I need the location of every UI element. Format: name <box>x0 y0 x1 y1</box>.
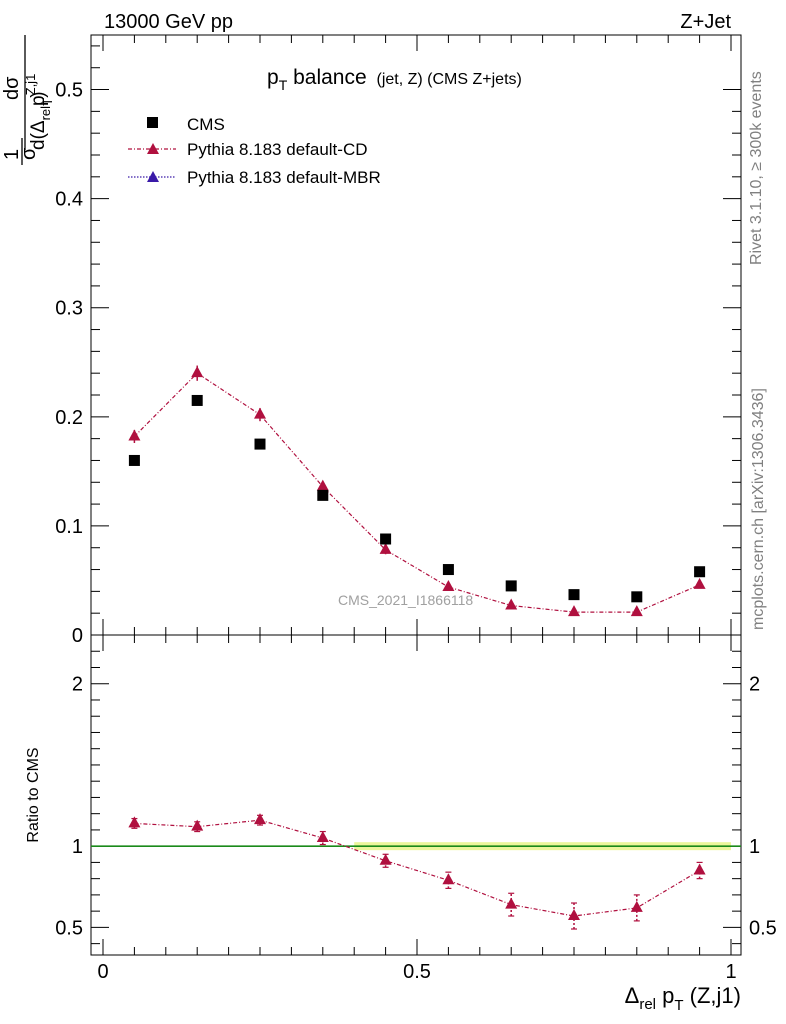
main-ytick-label: 0.1 <box>55 516 83 538</box>
title-p-sub: T <box>279 77 288 93</box>
ratio-ytick-label-right: 2 <box>749 674 760 696</box>
xlabel-delta: Δ <box>625 983 640 1008</box>
ratio-ytick-label-right: 1 <box>749 836 760 858</box>
main-ytick-label: 0.4 <box>55 189 83 211</box>
legend-cd-label: Pythia 8.183 default-CD <box>187 140 368 159</box>
main-ytick-label: 0.3 <box>55 298 83 320</box>
cd-point <box>316 479 329 491</box>
ratio-data <box>91 813 741 930</box>
ylabel-rel: rel <box>38 106 53 121</box>
cd-point <box>379 542 392 554</box>
cms-point <box>442 564 454 576</box>
ratio-cd-point <box>505 897 518 909</box>
ratio-cd-point <box>191 819 204 831</box>
legend-mbr-label: Pythia 8.183 default-MBR <box>187 168 381 187</box>
ratio-cd-point <box>630 900 643 912</box>
ratio-ytick-label: 0.5 <box>55 917 83 939</box>
ratio-ticks: 0.5 0.5 1 1 2 2 0 0.5 1 <box>55 635 777 983</box>
ratio-cd-point <box>254 813 266 825</box>
title-p: p <box>267 66 279 89</box>
ylabel-t: T <box>40 98 55 106</box>
ratio-cd-point <box>442 873 455 885</box>
xlabel-zj1: (Z,j1) <box>684 983 741 1008</box>
cms-point <box>505 580 517 592</box>
ratio-ylabel: Ratio to CMS <box>25 747 42 842</box>
ratio-cd-line <box>134 819 700 917</box>
cd-point <box>191 366 204 378</box>
main-ytick-label: 0.5 <box>55 80 83 102</box>
ratio-xtick-label: 0 <box>97 961 108 983</box>
process-label: Z+Jet <box>680 11 731 33</box>
xlabel-p: p <box>656 983 674 1008</box>
main-ytick-label: 0.2 <box>55 407 83 429</box>
ylabel-one: 1 <box>1 149 23 160</box>
main-ticks: 0 0.1 0.2 0.3 0.4 0.5 <box>55 35 741 647</box>
energy-label: 13000 GeV pp <box>104 11 233 33</box>
title-balance: balance <box>287 66 366 89</box>
cms-point <box>631 591 643 603</box>
ratio-cd-point <box>568 909 580 921</box>
title-suffix: (jet, Z) (CMS Z+jets) <box>377 71 522 88</box>
cms-point <box>380 533 392 545</box>
ratio-frame <box>90 634 742 956</box>
ylabel-sigma: σ <box>18 147 40 160</box>
xlabel-rel: rel <box>639 996 656 1013</box>
main-data <box>128 365 706 617</box>
cms-point <box>568 589 580 601</box>
legend-cms-marker <box>147 117 158 128</box>
legend-cms-label: CMS <box>187 115 225 134</box>
cms-point <box>191 394 203 406</box>
ratio-xtick-label: 1 <box>725 961 736 983</box>
xlabel-t: T <box>674 997 683 1014</box>
rivet-label: Rivet 3.1.10, ≥ 300k events <box>748 71 765 265</box>
ratio-ytick-label-right: 0.5 <box>749 917 777 939</box>
cd-point <box>442 580 455 591</box>
cms-point <box>254 438 266 450</box>
cms-point <box>694 566 706 578</box>
cd-point <box>128 429 141 441</box>
ratio-cd-point <box>379 853 392 865</box>
ratio-cd-point <box>693 863 706 875</box>
ylabel-close: ) <box>28 91 49 97</box>
plot-title: pT balance (jet, Z) (CMS Z+jets) <box>267 66 522 93</box>
cd-point <box>254 407 266 419</box>
ratio-cd-point <box>316 831 329 843</box>
analysis-watermark: CMS_2021_I1866118 <box>338 592 473 608</box>
cd-point <box>505 598 518 610</box>
legend: CMS Pythia 8.183 default-CD Pythia 8.183… <box>128 115 381 187</box>
ylabel-denominator: d(ΔrelpZ,j1T) <box>23 74 55 150</box>
legend-mbr-marker <box>147 171 159 182</box>
ylabel-p: p <box>28 95 49 106</box>
ratio-xtick-label: 0.5 <box>403 961 431 983</box>
cd-point <box>630 605 643 617</box>
cd-point <box>693 577 706 589</box>
mcplots-label: mcplots.cern.ch [arXiv:1306.3436] <box>750 388 767 630</box>
ratio-ytick-label: 2 <box>72 674 83 696</box>
cms-point <box>128 454 140 466</box>
ylabel-d-delta: d(Δ <box>28 120 49 150</box>
main-ylabel: 1 σ dσ d(ΔrelpZ,j1T) <box>1 35 55 165</box>
ylabel-dsigma: dσ <box>1 76 23 100</box>
x-axis-label: Δrel pT (Z,j1) <box>625 983 741 1014</box>
ratio-cd-point <box>128 816 141 828</box>
ylabel-zj1: Z,j1 <box>23 74 38 96</box>
main-ytick-label: 0 <box>72 625 83 647</box>
cd-point <box>568 605 580 617</box>
cd-series-line <box>133 372 700 613</box>
ratio-ytick-label: 1 <box>72 836 83 858</box>
cms-point <box>317 489 329 501</box>
legend-cd-marker <box>147 143 159 154</box>
